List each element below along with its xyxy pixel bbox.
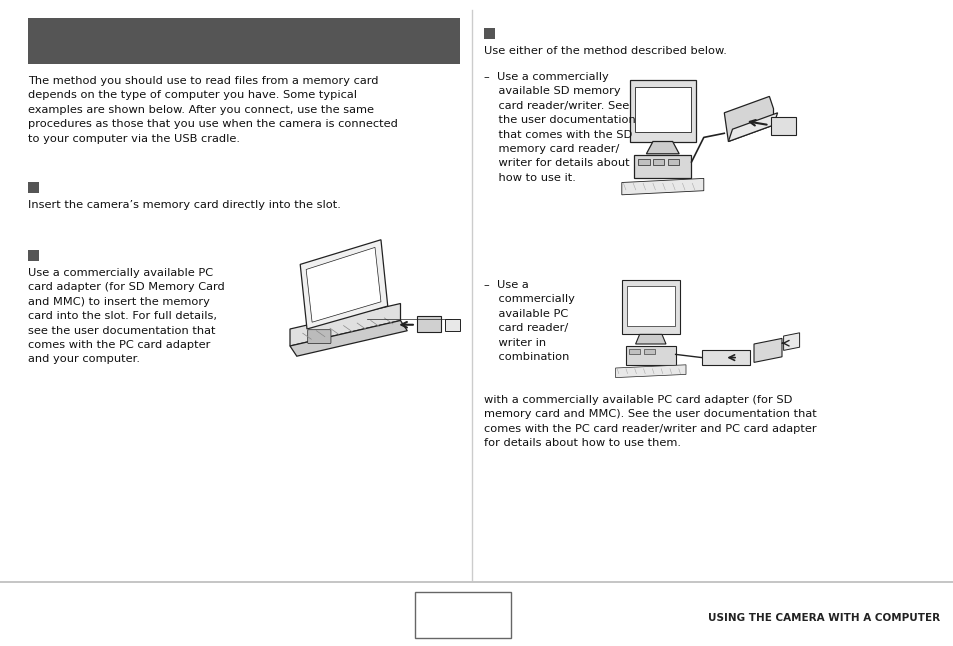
FancyBboxPatch shape: [667, 159, 679, 165]
FancyBboxPatch shape: [626, 286, 674, 326]
FancyBboxPatch shape: [635, 87, 690, 132]
Polygon shape: [646, 141, 679, 154]
Polygon shape: [615, 365, 685, 378]
FancyBboxPatch shape: [629, 80, 695, 141]
FancyBboxPatch shape: [483, 28, 495, 39]
FancyBboxPatch shape: [643, 349, 654, 355]
Polygon shape: [728, 113, 777, 141]
FancyBboxPatch shape: [621, 280, 679, 335]
Text: –  Use a
    commercially
    available PC
    card reader/
    writer in
    co: – Use a commercially available PC card r…: [483, 280, 575, 362]
FancyBboxPatch shape: [701, 350, 749, 365]
Polygon shape: [621, 178, 703, 195]
FancyBboxPatch shape: [415, 592, 511, 638]
FancyBboxPatch shape: [770, 117, 795, 135]
FancyBboxPatch shape: [28, 250, 39, 261]
FancyBboxPatch shape: [652, 159, 663, 165]
FancyBboxPatch shape: [28, 18, 459, 64]
FancyBboxPatch shape: [638, 159, 649, 165]
Text: Insert the camera’s memory card directly into the slot.: Insert the camera’s memory card directly…: [28, 200, 340, 210]
Polygon shape: [290, 320, 407, 356]
Text: USING THE CAMERA WITH A COMPUTER: USING THE CAMERA WITH A COMPUTER: [707, 613, 939, 623]
Polygon shape: [723, 96, 773, 141]
Text: The method you should use to read files from a memory card
depends on the type o: The method you should use to read files …: [28, 76, 397, 143]
Polygon shape: [753, 339, 781, 362]
FancyBboxPatch shape: [417, 317, 441, 331]
Polygon shape: [300, 240, 387, 329]
FancyBboxPatch shape: [28, 182, 39, 193]
Polygon shape: [290, 304, 400, 346]
Text: –  Use a commercially
    available SD memory
    card reader/writer. See
    th: – Use a commercially available SD memory…: [483, 72, 635, 183]
Text: Use either of the method described below.: Use either of the method described below…: [483, 46, 726, 56]
FancyBboxPatch shape: [634, 156, 691, 178]
Polygon shape: [782, 333, 799, 350]
Text: with a commercially available PC card adapter (for SD
memory card and MMC). See : with a commercially available PC card ad…: [483, 395, 816, 448]
Polygon shape: [635, 335, 665, 344]
FancyBboxPatch shape: [629, 349, 639, 355]
FancyBboxPatch shape: [625, 346, 675, 365]
Text: Use a commercially available PC
card adapter (for SD Memory Card
and MMC) to ins: Use a commercially available PC card ada…: [28, 268, 225, 364]
FancyBboxPatch shape: [444, 318, 459, 331]
FancyBboxPatch shape: [308, 329, 331, 344]
Polygon shape: [306, 247, 380, 322]
